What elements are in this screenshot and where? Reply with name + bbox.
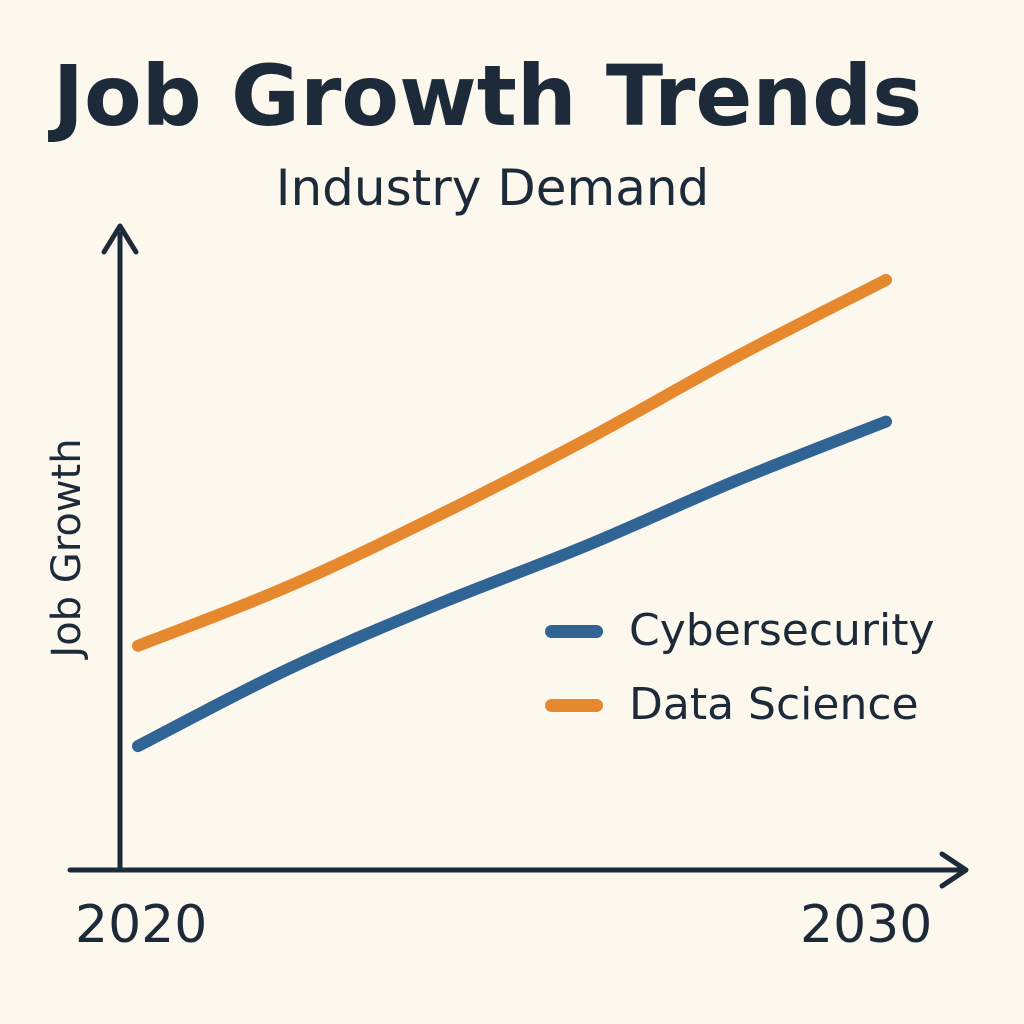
x-axis-arrow — [939, 851, 969, 889]
y-axis-label: Job Growth — [44, 438, 90, 658]
y-axis — [101, 223, 139, 873]
series-line-cybersecurity — [132, 415, 892, 753]
x-tick-label-start: 2020 — [75, 895, 208, 955]
x-tick-label-end: 2030 — [800, 895, 933, 955]
legend-item-cybersecurity: Cybersecurity — [545, 594, 935, 668]
chart-title: Job Growth Trends — [52, 47, 923, 145]
series-layer — [132, 274, 892, 753]
legend-label-cybersecurity: Cybersecurity — [629, 605, 935, 656]
chart-subtitle: Industry Demand — [275, 159, 710, 217]
legend-item-data-science: Data Science — [545, 668, 935, 742]
y-axis-arrow — [101, 223, 139, 255]
series-line-data-science — [132, 274, 892, 652]
x-axis — [67, 851, 969, 889]
legend-swatch-data-science — [545, 698, 603, 712]
legend-swatch-cybersecurity — [545, 624, 603, 638]
legend-label-data-science: Data Science — [629, 679, 919, 730]
legend: Cybersecurity Data Science — [545, 594, 935, 742]
